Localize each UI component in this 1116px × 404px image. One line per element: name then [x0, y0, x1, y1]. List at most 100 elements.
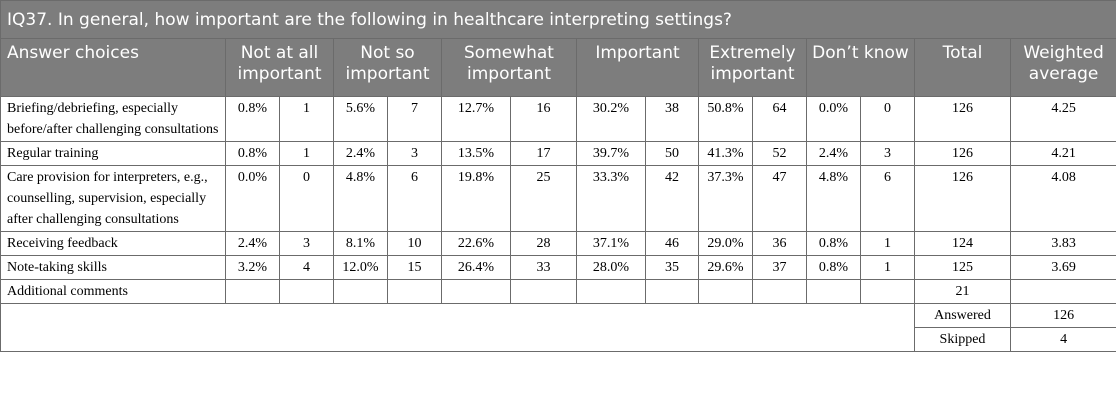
percent-cell: 12.7%: [441, 96, 511, 142]
count-cell: 15: [387, 255, 442, 280]
percent-cell: 29.6%: [698, 255, 753, 280]
total-cell: 125: [914, 255, 1011, 280]
empty-cell: [225, 279, 280, 304]
header-row: Answer choices Not at all important Not so…: [0, 38, 1116, 97]
count-cell: 38: [645, 96, 699, 142]
column-header: Extremely important: [698, 38, 807, 97]
percent-cell: 4.8%: [806, 165, 861, 232]
count-cell: 47: [752, 165, 807, 232]
percent-cell: 3.2%: [225, 255, 280, 280]
percent-cell: 5.6%: [333, 96, 388, 142]
percent-cell: 0.8%: [806, 255, 861, 280]
data-row: Regular training 0.8% 1 2.4% 3 13.5% 17 39.7% 50…: [0, 141, 1116, 166]
data-row: Note-taking skills 3.2% 4 12.0% 15 26.4% 33 28.…: [0, 255, 1116, 280]
empty-cell: [645, 279, 699, 304]
count-cell: 0: [860, 96, 915, 142]
column-header: Answer choices: [0, 38, 226, 97]
count-cell: 6: [387, 165, 442, 232]
percent-cell: 12.0%: [333, 255, 388, 280]
empty-cell: [860, 279, 915, 304]
empty-cell: [279, 279, 334, 304]
summary-row: Answered 126: [0, 303, 1116, 352]
summary-value: 126: [1009, 303, 1116, 328]
column-header: Weighted average: [1009, 38, 1116, 97]
weighted-cell: 3.69: [1009, 255, 1116, 280]
percent-cell: 19.8%: [441, 165, 511, 232]
count-cell: 64: [752, 96, 807, 142]
answer-label: Regular training: [0, 141, 226, 166]
weighted-cell: 4.08: [1009, 165, 1116, 232]
data-row: Care provision for interpreters, e.g., c…: [0, 165, 1116, 232]
percent-cell: 37.3%: [698, 165, 753, 232]
percent-cell: 26.4%: [441, 255, 511, 280]
percent-cell: 8.1%: [333, 231, 388, 256]
answer-label: Care provision for interpreters, e.g., c…: [0, 165, 226, 232]
empty-cell: [806, 279, 861, 304]
summary-row: Skipped 4: [1, 327, 1116, 352]
count-cell: 1: [860, 231, 915, 256]
answer-label: Additional comments: [0, 279, 226, 304]
column-header: Not at all important: [225, 38, 334, 97]
data-row: Briefing/debriefing, especially before/a…: [0, 96, 1116, 142]
empty-cell: [576, 279, 646, 304]
percent-cell: 2.4%: [333, 141, 388, 166]
summary-value: 4: [1009, 327, 1116, 352]
total-cell: 126: [914, 165, 1011, 232]
summary-label: Answered: [914, 303, 1011, 328]
count-cell: 16: [510, 96, 577, 142]
table-title: IQ37. In general, how important are the …: [0, 0, 1116, 39]
answer-label: Note-taking skills: [0, 255, 226, 280]
percent-cell: 22.6%: [441, 231, 511, 256]
count-cell: 10: [387, 231, 442, 256]
count-cell: 35: [645, 255, 699, 280]
count-cell: 37: [752, 255, 807, 280]
column-header: Total: [914, 38, 1011, 97]
percent-cell: 0.8%: [806, 231, 861, 256]
percent-cell: 2.4%: [225, 231, 280, 256]
empty-cell: [698, 279, 753, 304]
count-cell: 0: [279, 165, 334, 232]
percent-cell: 33.3%: [576, 165, 646, 232]
title-row: IQ37. In general, how important are the …: [0, 0, 1116, 39]
empty-cell: [510, 279, 577, 304]
weighted-cell: 3.83: [1009, 231, 1116, 256]
total-cell: 126: [914, 141, 1011, 166]
empty-cell: [0, 303, 915, 352]
count-cell: 4: [279, 255, 334, 280]
empty-cell: [1009, 279, 1116, 304]
answer-label: Briefing/debriefing, especially before/a…: [0, 96, 226, 142]
empty-cell: [752, 279, 807, 304]
percent-cell: 2.4%: [806, 141, 861, 166]
count-cell: 3: [279, 231, 334, 256]
count-cell: 1: [279, 96, 334, 142]
count-cell: 3: [860, 141, 915, 166]
count-cell: 33: [510, 255, 577, 280]
weighted-cell: 4.21: [1009, 141, 1116, 166]
count-cell: 52: [752, 141, 807, 166]
count-cell: 36: [752, 231, 807, 256]
count-cell: 28: [510, 231, 577, 256]
empty-cell: [333, 279, 388, 304]
count-cell: 17: [510, 141, 577, 166]
percent-cell: 41.3%: [698, 141, 753, 166]
summary-label: Skipped: [914, 327, 1011, 352]
count-cell: 42: [645, 165, 699, 232]
total-cell: 124: [914, 231, 1011, 256]
column-header: Somewhat important: [441, 38, 577, 97]
percent-cell: 37.1%: [576, 231, 646, 256]
percent-cell: 13.5%: [441, 141, 511, 166]
data-row: Receiving feedback 2.4% 3 8.1% 10 22.6% 28 37.1…: [0, 231, 1116, 256]
results-table: IQ37. In general, how important are the …: [0, 0, 1116, 352]
empty-cell: [387, 279, 442, 304]
answer-label: Receiving feedback: [0, 231, 226, 256]
percent-cell: 29.0%: [698, 231, 753, 256]
count-cell: 1: [860, 255, 915, 280]
count-cell: 7: [387, 96, 442, 142]
percent-cell: 39.7%: [576, 141, 646, 166]
percent-cell: 0.0%: [225, 165, 280, 232]
count-cell: 1: [279, 141, 334, 166]
total-cell: 21: [914, 279, 1011, 304]
percent-cell: 28.0%: [576, 255, 646, 280]
count-cell: 46: [645, 231, 699, 256]
